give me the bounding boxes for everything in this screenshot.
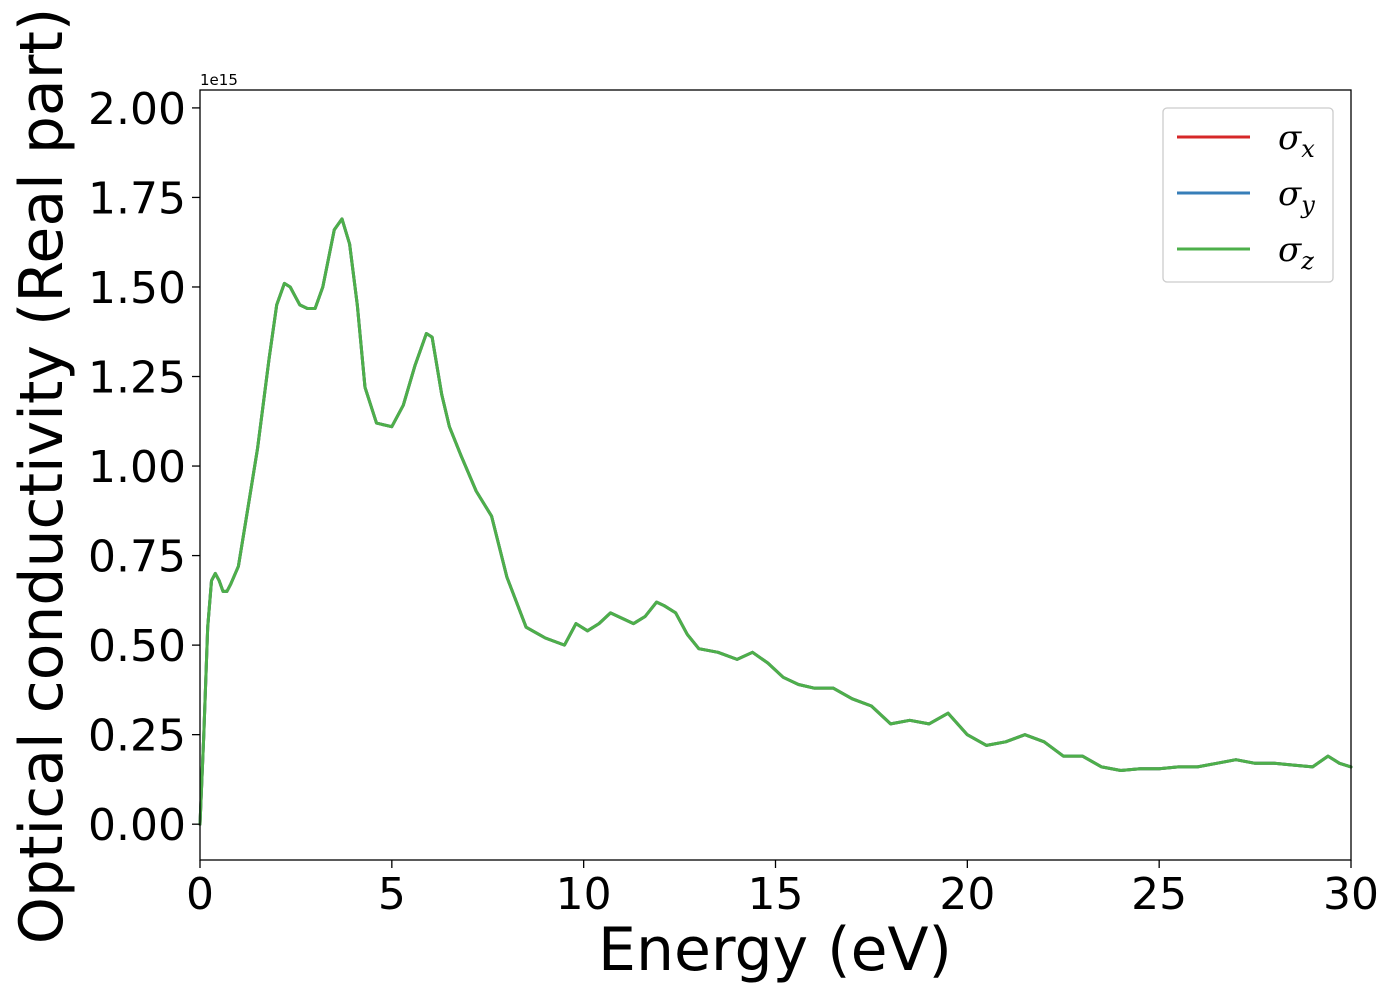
x-tick-label: 10 [556,869,612,920]
x-tick-label: 5 [378,869,406,920]
x-tick-label: 15 [748,869,804,920]
y-tick-label: 1.75 [88,173,186,224]
y-tick-label: 0.25 [88,711,186,762]
y-tick-label: 0.75 [88,532,186,583]
x-axis-title: Energy (eV) [598,915,952,985]
y-offset-label: 1e15 [200,71,238,89]
legend-frame [1162,107,1334,283]
y-tick-label: 0.50 [88,621,186,672]
series-layer [198,217,1353,826]
x-tick-label: 30 [1323,869,1379,920]
y-tick-label: 2.00 [88,84,186,135]
x-axis-ticks: 0 5 10 15 20 25 30 [186,860,1379,920]
plot-area [200,90,1351,860]
y-axis-title: Optical conductivity (Real part) [7,8,77,945]
x-tick-label: 20 [939,869,995,920]
x-tick-label: 0 [186,869,214,920]
series-line-z [198,217,1353,826]
legend-label-y: σy [1278,174,1315,219]
y-axis-ticks: 0.00 0.25 0.50 0.75 1.00 1.25 1.50 1.75 2.00 [88,84,200,851]
y-tick-label: 1.00 [88,442,186,493]
x-tick-label: 25 [1131,869,1187,920]
y-tick-label: 1.25 [88,353,186,404]
y-tick-label: 0.00 [88,800,186,851]
y-tick-label: 1.50 [88,263,186,314]
